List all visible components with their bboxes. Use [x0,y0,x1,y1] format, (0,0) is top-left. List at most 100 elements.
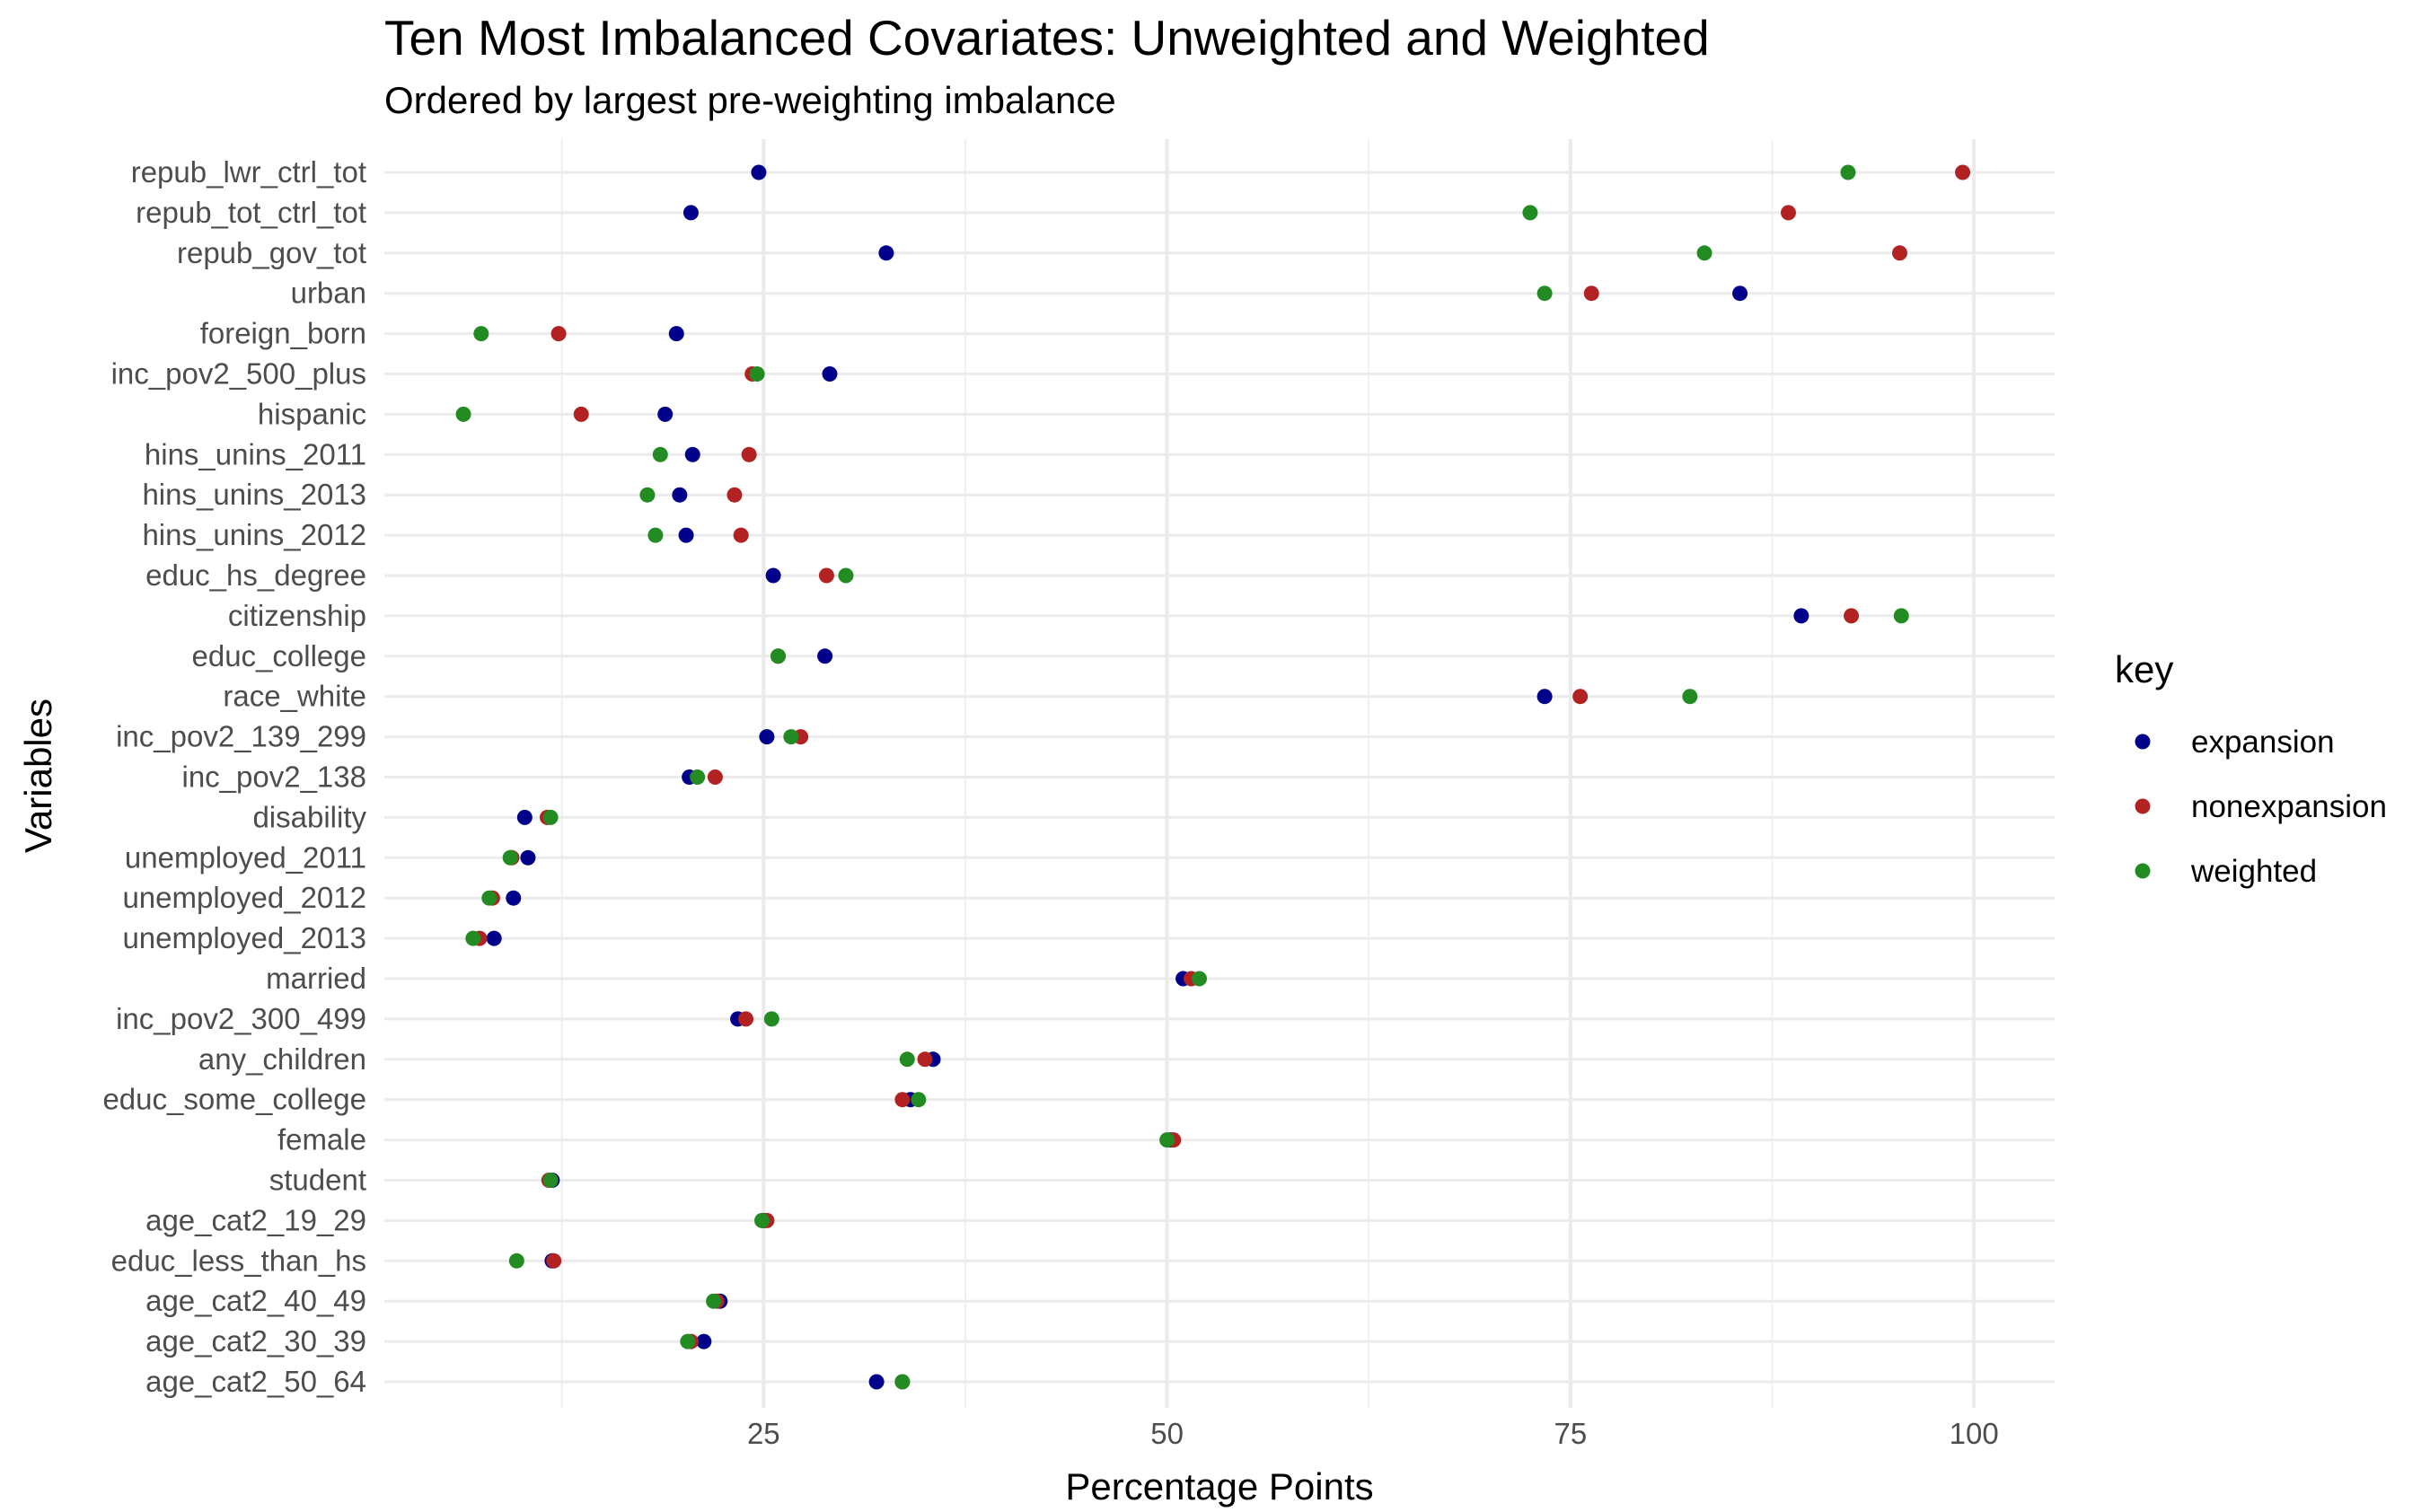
point-weighted [652,446,668,462]
data-points [455,164,1971,1390]
legend-title: key [2115,648,2173,690]
point-nonexpansion [818,567,834,584]
point-weighted [706,1293,722,1309]
point-weighted [647,527,664,543]
point-weighted [770,648,786,664]
point-expansion [1536,689,1553,705]
y-tick-label: educ_hs_degree [145,558,366,592]
point-expansion [682,205,699,221]
point-expansion [822,366,838,382]
chart-title: Ten Most Imbalanced Covariates: Unweight… [384,10,1710,66]
y-tick-label: female [277,1123,366,1156]
point-nonexpansion [726,487,743,503]
y-tick-label: disability [252,800,366,833]
grid-lines [384,139,2055,1408]
point-weighted [911,1092,927,1108]
point-expansion [878,245,894,261]
point-weighted [1159,1132,1175,1148]
point-weighted [473,326,489,342]
x-axis-title: Percentage Points [1065,1465,1373,1508]
point-expansion [672,487,688,503]
point-nonexpansion [1583,286,1599,302]
legend-key-weighted [2135,863,2151,879]
point-weighted [894,1374,911,1390]
y-tick-label: hins_unins_2011 [145,437,366,470]
y-tick-label: age_cat2_19_29 [145,1203,366,1236]
point-weighted [1192,971,1208,987]
point-nonexpansion [917,1051,933,1068]
y-tick-label: citizenship [228,599,366,632]
point-nonexpansion [546,1253,562,1269]
x-tick-label: 75 [1554,1417,1588,1450]
legend-label-expansion: expansion [2191,725,2335,760]
point-weighted [690,769,706,785]
legend-key-expansion [2135,734,2151,750]
y-tick-label: age_cat2_30_39 [145,1324,366,1358]
point-weighted [1840,164,1856,180]
y-tick-label: inc_pov2_500_plus [111,357,366,391]
y-tick-label: age_cat2_40_49 [145,1284,366,1317]
y-tick-label: hispanic [258,397,366,430]
point-nonexpansion [1572,689,1589,705]
y-tick-label: inc_pov2_138 [181,760,366,794]
point-expansion [696,1333,712,1349]
point-expansion [868,1374,885,1390]
y-tick-label: educ_college [192,639,367,672]
point-nonexpansion [1955,164,1971,180]
point-expansion [520,849,536,866]
point-nonexpansion [1780,205,1796,221]
point-weighted [1522,205,1538,221]
y-tick-label: student [269,1164,366,1197]
point-nonexpansion [1891,245,1907,261]
point-nonexpansion [738,1011,754,1027]
y-axis-tick-labels: repub_lwr_ctrl_tot repub_tot_ctrl_totrepu… [102,155,366,1398]
x-tick-label: 100 [1950,1417,1999,1450]
point-expansion [765,567,781,584]
point-expansion [817,648,833,664]
point-expansion [668,326,684,342]
point-expansion [1732,286,1748,302]
y-tick-label: hins_unins_2012 [142,518,366,551]
y-tick-label: unemployed_2012 [122,881,366,914]
point-weighted [481,890,497,906]
y-tick-label: any_children [198,1042,366,1076]
y-tick-label: age_cat2_50_64 [145,1365,366,1398]
y-tick-label: married [266,962,366,995]
point-expansion [751,164,767,180]
point-weighted [1696,245,1712,261]
point-expansion [657,406,674,422]
point-weighted [639,487,656,503]
y-tick-label: urban [291,277,366,310]
point-nonexpansion [894,1092,911,1108]
point-expansion [1793,608,1809,624]
point-weighted [465,930,481,946]
x-axis-tick-labels: 25 50 75 100 [747,1417,1999,1450]
y-tick-label: repub_lwr_ctrl_tot [131,155,366,189]
point-expansion [684,446,700,462]
point-nonexpansion [741,446,757,462]
point-weighted [899,1051,915,1068]
point-nonexpansion [1844,608,1860,624]
y-axis-title: Variables [17,699,59,853]
y-tick-label: inc_pov2_139_299 [116,720,366,753]
point-weighted [754,1212,770,1228]
point-weighted [783,729,799,745]
y-tick-label: educ_some_college [102,1083,366,1116]
y-tick-label: inc_pov2_300_499 [116,1002,366,1035]
legend-label-weighted: weighted [2190,854,2317,889]
point-nonexpansion [707,769,723,785]
point-weighted [502,849,518,866]
point-nonexpansion [550,326,567,342]
y-tick-label: educ_less_than_hs [111,1244,366,1277]
point-weighted [1682,689,1698,705]
point-weighted [749,366,765,382]
y-tick-label: race_white [223,680,366,713]
point-weighted [455,406,471,422]
legend: key expansion nonexpansion weighted [2115,648,2387,889]
point-expansion [678,527,694,543]
point-expansion [759,729,775,745]
point-expansion [516,809,533,825]
legend-key-nonexpansion [2135,798,2151,814]
point-weighted [1893,608,1909,624]
point-weighted [680,1333,696,1349]
